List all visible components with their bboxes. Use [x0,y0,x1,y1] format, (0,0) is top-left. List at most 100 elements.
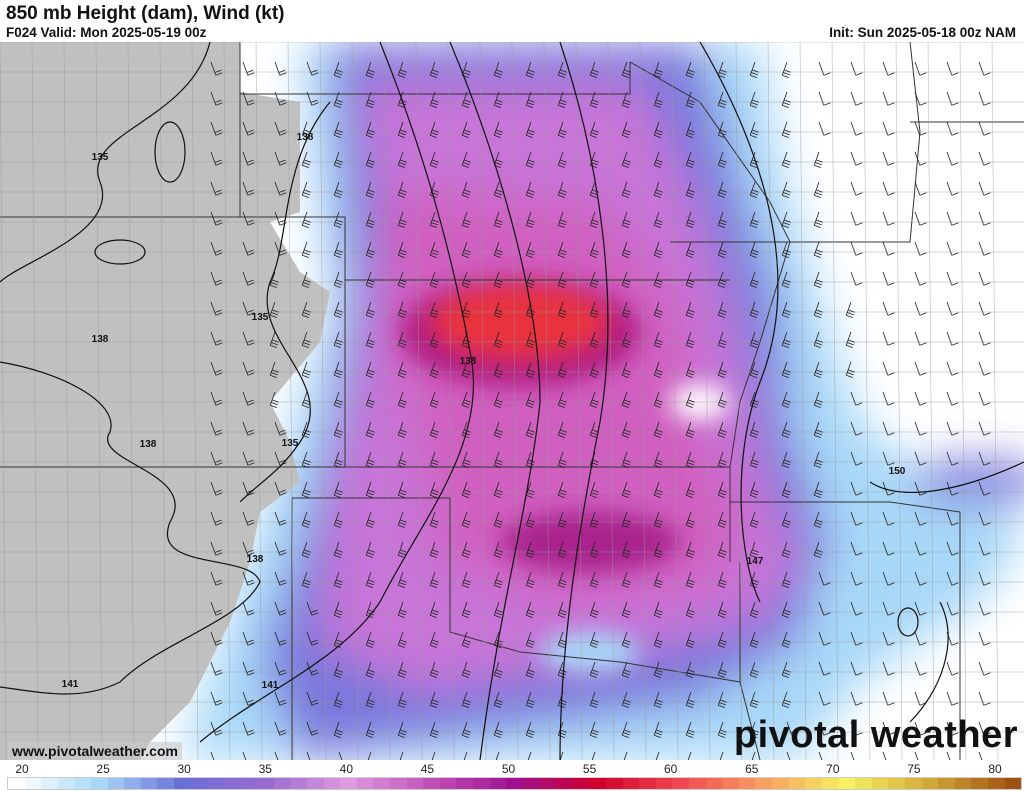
colorbar-swatch [140,778,158,789]
wind-barb [397,661,407,678]
wind-barb [429,211,439,228]
wind-barb [749,721,759,738]
colorbar-swatch [273,778,291,789]
wind-barb [493,571,503,588]
weather-map[interactable]: 135 138 135 138 138 135 138 138 141 141 147 150 [0,42,1024,760]
wind-barb [653,451,663,468]
wind-barb [818,631,831,646]
wind-barb [882,661,895,676]
wind-barb [781,301,791,318]
wind-barb [882,721,895,736]
wind-barb [914,721,927,736]
wind-barb [946,241,959,256]
wind-barb [242,361,255,376]
wind-barb [914,751,919,760]
wind-barb [301,301,311,318]
wind-barb [850,91,863,106]
wind-barb [306,691,319,706]
wind-barb [527,751,532,760]
wind-barb [749,331,759,348]
terrain-mask [0,42,330,760]
wind-barb [882,301,895,316]
wind-barb [621,361,631,378]
wind-barb [242,451,255,466]
colorbar-swatch [207,778,224,789]
wind-barb [653,271,663,288]
wind-barb [557,601,567,618]
wind-barb [589,511,599,528]
wind-barb [242,331,255,346]
wind-barb [813,181,823,198]
wind-barb [301,571,311,588]
wind-barb [557,181,567,198]
wind-barb [589,361,599,378]
wind-barb [274,181,287,196]
wind-barb [946,571,959,586]
wind-barb [882,751,887,760]
valid-time: F024 Valid: Mon 2025-05-19 00z [6,25,207,40]
wind-barb [850,661,863,676]
wind-barb [653,331,663,348]
wind-barb [365,301,375,318]
wind-barb [493,181,503,198]
wind-barb [397,391,407,408]
wind-barb [429,91,439,108]
wind-barb [301,361,311,378]
wind-barb [589,271,599,288]
wind-barb [882,121,895,136]
wind-barb [653,421,663,438]
wind-barb [653,511,663,528]
wind-barb [781,121,791,138]
wind-barb [589,211,599,228]
wind-barb [621,481,631,498]
wind-barb [589,691,599,708]
wind-barb [882,361,895,376]
wind-barb [882,61,895,76]
wind-barb [301,211,311,228]
wind-barb [589,481,599,498]
wind-barb [557,661,567,678]
wind-barb [333,241,343,258]
wind-barb [589,91,599,108]
wind-barb [525,571,535,588]
colorbar-swatch [855,778,872,789]
wind-barb [882,691,895,706]
wind-barb [557,361,567,378]
wind-barb [242,421,255,436]
colorbar-tick: 25 [96,762,110,776]
wind-barb [242,571,255,586]
wind-barb [461,511,471,528]
colorbar-swatch [954,778,972,789]
wind-barb [365,571,375,588]
wind-barb [210,151,223,166]
wind-barb [557,511,567,528]
wind-barb [946,451,959,466]
wind-barb [978,481,991,496]
wind-barb [397,571,407,588]
wind-barb [749,481,759,498]
colorbar-swatch [174,778,191,789]
wind-barb [493,601,503,618]
wind-barb [210,751,222,760]
wind-barb [781,511,791,528]
colorbar-swatch [655,778,673,789]
wind-barb [621,121,631,138]
wind-barb [525,61,535,78]
website-link[interactable]: www.pivotalweather.com [8,742,182,760]
wind-barb [269,361,279,378]
wind-barb [301,121,311,138]
wind-barb [946,91,959,106]
wind-barb [429,391,439,408]
wind-barb [978,541,991,556]
wind-barb [461,61,471,78]
colorbar-swatch [8,778,25,789]
wind-barb [946,391,959,406]
wind-barb [717,541,727,558]
wind-barb [914,391,927,406]
colorbar-tick: 30 [177,762,191,776]
wind-barb [850,751,855,760]
colorbar-swatch [921,778,939,789]
wind-barb [717,481,727,498]
wind-barb [749,61,759,78]
height-contours [0,42,1024,760]
